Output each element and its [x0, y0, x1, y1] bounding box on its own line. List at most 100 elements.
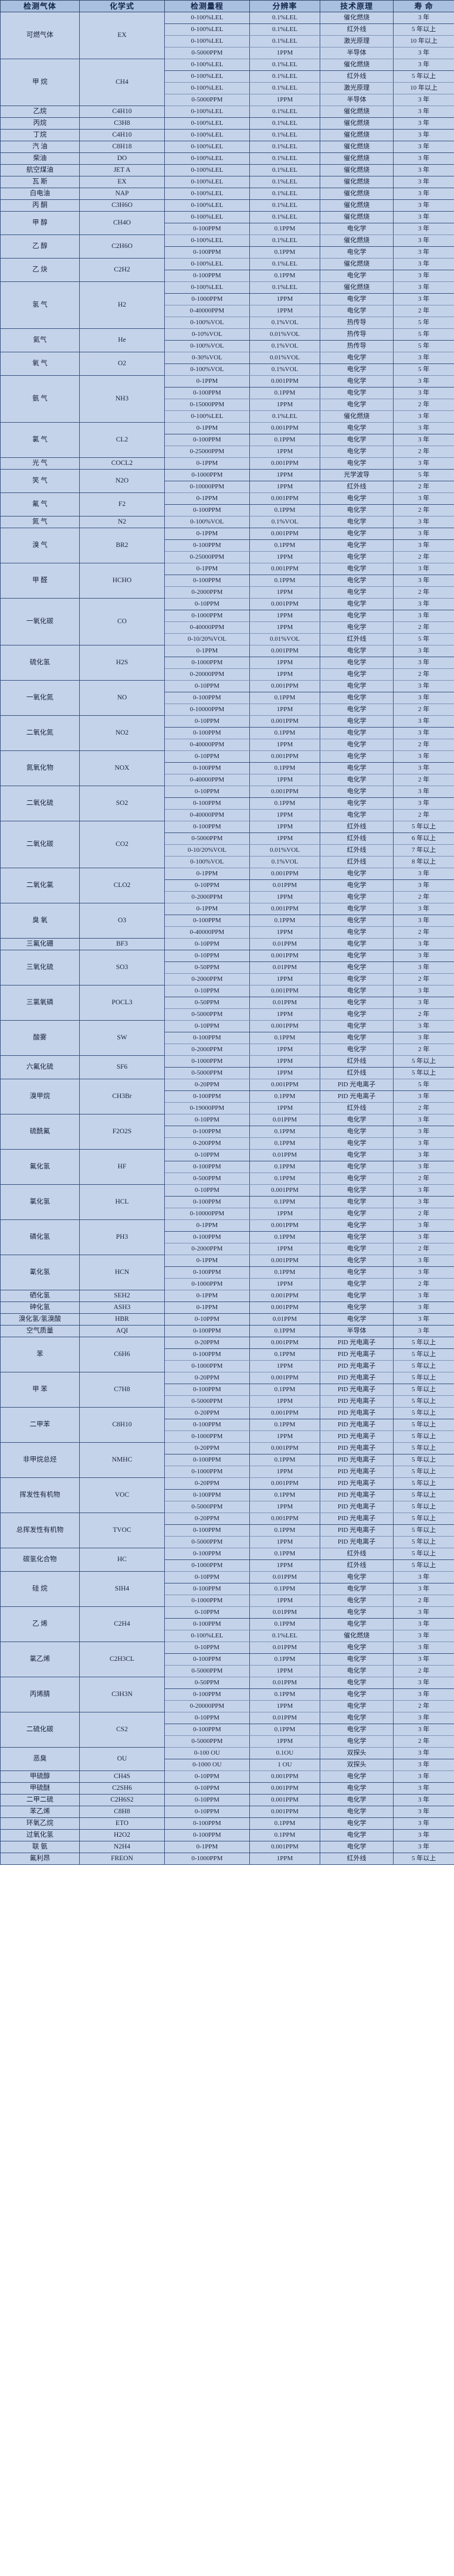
- cell-lifetime: 2 年: [393, 1102, 454, 1114]
- cell-technology: PID 光电离子: [320, 1419, 394, 1431]
- table-row: 0-100%LEL 0.1%LEL 催化燃烧 3 年: [1, 410, 454, 423]
- cell-chemical-formula: HF: [79, 1149, 165, 1185]
- cell-detection-range: 0-5000PPM: [164, 1395, 250, 1408]
- cell-lifetime: 3 年: [393, 786, 454, 798]
- cell-technology: 电化学: [320, 1173, 394, 1185]
- cell-technology: 热传导: [320, 340, 394, 352]
- cell-detection-range: 0-100PPM: [164, 1325, 250, 1337]
- table-row: 0-5000PPM 1PPM 半导体 3 年: [1, 94, 454, 106]
- cell-technology: 电化学: [320, 762, 394, 774]
- cell-detection-range: 0-10000PPM: [164, 1208, 250, 1220]
- cell-detection-range: 0-5000PPM: [164, 1008, 250, 1021]
- table-row: 甲 烷 CH4 0-100%LEL 0.1%LEL 催化燃烧 3 年: [0, 59, 454, 106]
- cell-resolution: 0.1PPM: [249, 1137, 320, 1150]
- cell-lifetime: 3 年: [393, 1231, 454, 1243]
- cell-lifetime: 3 年: [393, 1032, 454, 1044]
- cell-resolution: 0.1%LEL: [249, 164, 320, 176]
- cell-technology: 电化学: [320, 1583, 394, 1595]
- cell-technology: PID 光电离子: [320, 1466, 394, 1478]
- cell-technology: 催化燃烧: [320, 258, 394, 270]
- cell-gas-name: 一氧化碳: [0, 598, 80, 645]
- cell-technology: 催化燃烧: [320, 129, 394, 141]
- cell-technology: 电化学: [320, 680, 394, 692]
- table-row: 0-100PPM 0.1PPM 电化学 3 年: [1, 1231, 454, 1243]
- cell-detection-range: 0-1000PPM: [164, 610, 250, 622]
- cell-resolution: 0.1PPM: [249, 1384, 320, 1396]
- cell-lifetime: 5 年以上: [393, 1407, 454, 1419]
- cell-lifetime: 3 年: [393, 223, 454, 235]
- cell-detection-range: 0-100%VOL: [164, 516, 250, 528]
- cell-technology: 催化燃烧: [320, 188, 394, 200]
- cell-lifetime: 5 年: [393, 363, 454, 376]
- cell-technology: 电化学: [320, 809, 394, 821]
- cell-lifetime: 3 年: [393, 1630, 454, 1642]
- cell-chemical-formula: EX: [79, 12, 165, 59]
- cell-lifetime: 2 年: [393, 1700, 454, 1712]
- cell-chemical-formula: H2: [79, 281, 165, 329]
- cell-chemical-formula: NO2: [79, 715, 165, 751]
- table-row: 0-2000PPM 1PPM 电化学 2 年: [1, 586, 454, 599]
- table-row: 0-10000PPM 1PPM 电化学 2 年: [1, 704, 454, 716]
- cell-lifetime: 3 年: [393, 1677, 454, 1689]
- cell-gas-name: 溴化氢/氢溴酸: [0, 1313, 80, 1326]
- cell-technology: 电化学: [320, 1137, 394, 1150]
- cell-chemical-formula: C8H10: [79, 1407, 165, 1443]
- table-row: 0-100PPM 0.1PPM 电化学 3 年: [1, 915, 454, 927]
- cell-detection-range: 0-100%LEL: [164, 164, 250, 176]
- table-row: 乙烷 C4H10 0-100%LEL 0.1%LEL 催化燃烧 3 年: [0, 106, 454, 118]
- cell-resolution: 1PPM: [249, 610, 320, 622]
- cell-resolution: 0.1PPM: [249, 1032, 320, 1044]
- table-row: 0-1000PPM 1PPM PID 光电离子 5 年以上: [1, 1466, 454, 1478]
- cell-resolution: 0.1%VOL: [249, 317, 320, 329]
- cell-lifetime: 2 年: [393, 1208, 454, 1220]
- cell-resolution: 0.1%LEL: [249, 35, 320, 47]
- cell-detection-range: 0-100PPM: [164, 1196, 250, 1208]
- table-row: 0-100%LEL 0.1%LEL 催化燃烧 3 年: [1, 1630, 454, 1642]
- cell-chemical-formula: C7H8: [79, 1372, 165, 1408]
- cell-lifetime: 2 年: [393, 1044, 454, 1056]
- cell-detection-range: 0-100%LEL: [164, 211, 250, 223]
- cell-chemical-formula: EX: [79, 176, 165, 188]
- cell-technology: 电化学: [320, 868, 394, 880]
- cell-technology: 电化学: [320, 1595, 394, 1607]
- cell-resolution: 0.001PPM: [249, 715, 320, 728]
- cell-lifetime: 5 年以上: [393, 1384, 454, 1396]
- header-row: 检测气体 化学式 检测量程 分辨率 技术原理 寿 命: [0, 0, 454, 12]
- cell-technology: 电化学: [320, 727, 394, 739]
- cell-technology: 电化学: [320, 879, 394, 892]
- cell-technology: 电化学: [320, 997, 394, 1009]
- cell-technology: 红外线: [320, 481, 394, 493]
- cell-chemical-formula: C4H10: [79, 129, 165, 141]
- cell-technology: 电化学: [320, 352, 394, 364]
- cell-resolution: 0.1PPM: [249, 246, 320, 259]
- table-row: 0-2000PPM 1PPM 电化学 2 年: [1, 1044, 454, 1056]
- table-row: 乙 炔 C2H2 0-100%LEL 0.1%LEL 催化燃烧 3 年: [0, 258, 454, 282]
- cell-technology: 电化学: [320, 750, 394, 763]
- cell-lifetime: 3 年: [393, 199, 454, 212]
- table-row: 0-1000PPM 1PPM PID 光电离子 5 年以上: [1, 1430, 454, 1443]
- cell-technology: 电化学: [320, 1243, 394, 1255]
- cell-resolution: 0.001PPM: [249, 1372, 320, 1384]
- cell-gas-name: 苯乙烯: [0, 1806, 80, 1818]
- cell-lifetime: 3 年: [393, 1817, 454, 1830]
- table-row: 氟 气 F2 0-1PPM 0.001PPM 电化学 3 年: [0, 492, 454, 516]
- cell-detection-range: 0-40000PPM: [164, 774, 250, 786]
- cell-chemical-formula: C3H3N: [79, 1677, 165, 1712]
- cell-detection-range: 0-100PPM: [164, 1618, 250, 1630]
- cell-resolution: 0.1%LEL: [249, 211, 320, 223]
- cell-detection-range: 0-1PPM: [164, 1219, 250, 1232]
- table-row: 0-5000PPM 1PPM 半导体 3 年: [1, 47, 454, 59]
- cell-chemical-formula: AQI: [79, 1325, 165, 1337]
- cell-technology: 电化学: [320, 1044, 394, 1056]
- cell-lifetime: 5 年: [393, 328, 454, 341]
- cell-resolution: 1PPM: [249, 832, 320, 845]
- cell-lifetime: 3 年: [393, 1149, 454, 1161]
- cell-gas-name: 硫化氢: [0, 645, 80, 681]
- cell-detection-range: 0-25000PPM: [164, 446, 250, 458]
- cell-technology: PID 光电离子: [320, 1430, 394, 1443]
- table-row: 0-40000PPM 1PPM 电化学 2 年: [1, 305, 454, 317]
- cell-resolution: 0.1PPM: [249, 539, 320, 552]
- cell-detection-range: 0-20PPM: [164, 1442, 250, 1454]
- table-row: 0-500PPM 0.1PPM 电化学 2 年: [1, 1173, 454, 1185]
- cell-technology: 电化学: [320, 1841, 394, 1853]
